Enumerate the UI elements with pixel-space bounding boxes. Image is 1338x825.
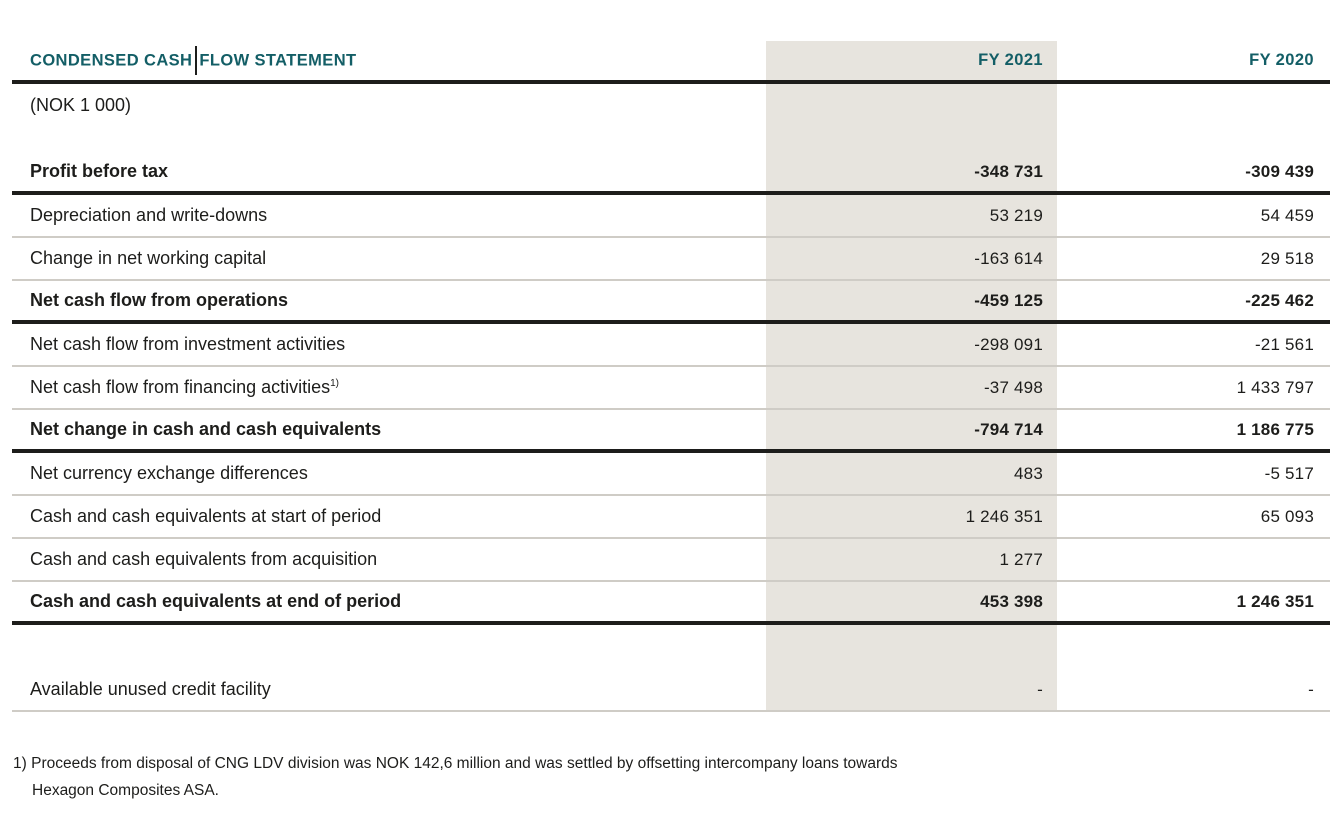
footnote-marker: 1) (13, 755, 27, 772)
footnote-reference: 1) (330, 378, 340, 389)
row-label: Net cash flow from financing activities1… (30, 377, 340, 397)
table-title: CONDENSED CASH FLOW STATEMENT (12, 45, 766, 76)
cash-flow-statement-table: CONDENSED CASH FLOW STATEMENT FY 2021 FY … (12, 41, 1330, 712)
unit-label: (NOK 1 000) (30, 94, 132, 115)
row-value-fy2021: 483 (1014, 463, 1043, 483)
footnote: 1) Proceeds from disposal of CNG LDV div… (13, 750, 1073, 804)
row-value-fy2021: -298 091 (974, 334, 1043, 354)
row-label: Net currency exchange differences (30, 463, 308, 483)
row-value-fy2021: 1 277 (999, 549, 1043, 569)
footnote-line-2: Hexagon Composites ASA. (32, 782, 219, 799)
row-value-fy2021: 1 246 351 (965, 506, 1043, 526)
row-value-fy2021: -348 731 (974, 161, 1043, 181)
row-value-fy2021: -37 498 (983, 377, 1043, 397)
fy2021-column-highlight (766, 41, 1057, 712)
row-value-fy2021: - (1037, 679, 1043, 699)
table-row-profit-before-tax: Profit before tax -348 731 -309 439 (12, 152, 1330, 195)
row-value-fy2020: -21 561 (1254, 334, 1314, 354)
row-label: Depreciation and write-downs (30, 205, 268, 225)
table-row-currency-differences: Net currency exchange differences 483 -5… (12, 453, 1330, 496)
row-value-fy2020: 65 093 (1260, 506, 1314, 526)
row-value-fy2020: -5 517 (1264, 463, 1314, 483)
row-value-fy2020: 1 186 775 (1236, 419, 1314, 439)
row-label: Cash and cash equivalents at end of peri… (30, 591, 402, 611)
row-label: Cash and cash equivalents at start of pe… (30, 506, 382, 526)
row-value-fy2020: 1 246 351 (1236, 591, 1314, 611)
row-label: Change in net working capital (30, 248, 267, 268)
table-row-cash-start-period: Cash and cash equivalents at start of pe… (12, 496, 1330, 539)
row-label: Net change in cash and cash equivalents (30, 419, 382, 439)
spacer-row (12, 126, 1330, 152)
table-title-part1: CONDENSED CASH (30, 50, 193, 69)
table-title-part2: FLOW STATEMENT (199, 50, 357, 69)
row-value-fy2021: 453 398 (980, 591, 1043, 611)
row-value-fy2020: 29 518 (1260, 248, 1314, 268)
table-row-net-change-cash: Net change in cash and cash equivalents … (12, 410, 1330, 453)
row-value-fy2020: - (1308, 679, 1314, 699)
table-row-cash-end-period: Cash and cash equivalents at end of peri… (12, 582, 1330, 625)
table-row-depreciation: Depreciation and write-downs 53 219 54 4… (12, 195, 1330, 238)
row-value-fy2021: -163 614 (974, 248, 1043, 268)
column-header-fy2021: FY 2021 (978, 51, 1043, 69)
row-label: Net cash flow from investment activities (30, 334, 346, 354)
row-value-fy2020: 54 459 (1260, 205, 1314, 225)
table-row-cash-flow-financing: Net cash flow from financing activities1… (12, 367, 1330, 410)
table-row-cash-flow-operations: Net cash flow from operations -459 125 -… (12, 281, 1330, 324)
row-value-fy2020: -225 462 (1245, 290, 1314, 310)
unit-row: (NOK 1 000) (12, 84, 1330, 126)
row-value-fy2021: -459 125 (974, 290, 1043, 310)
row-value-fy2021: 53 219 (989, 205, 1043, 225)
spacer-row (12, 625, 1330, 669)
table-row-cash-flow-investment: Net cash flow from investment activities… (12, 324, 1330, 367)
footnote-line-1: 1) Proceeds from disposal of CNG LDV div… (13, 755, 898, 772)
text-cursor (195, 45, 198, 75)
table-row-net-working-capital: Change in net working capital -163 614 2… (12, 238, 1330, 281)
table-row-cash-from-acquisition: Cash and cash equivalents from acquisiti… (12, 539, 1330, 582)
column-header-fy2020: FY 2020 (1249, 51, 1314, 69)
row-label: Profit before tax (30, 161, 169, 181)
row-label: Net cash flow from operations (30, 290, 289, 310)
row-value-fy2020: 1 433 797 (1236, 377, 1314, 397)
row-label: Available unused credit facility (30, 679, 271, 699)
row-label: Cash and cash equivalents from acquisiti… (30, 549, 378, 569)
row-value-fy2021: -794 714 (974, 419, 1043, 439)
table-row-available-credit-facility: Available unused credit facility - - (12, 669, 1330, 712)
table-header-row: CONDENSED CASH FLOW STATEMENT FY 2021 FY … (12, 41, 1330, 84)
row-value-fy2020: -309 439 (1245, 161, 1314, 181)
